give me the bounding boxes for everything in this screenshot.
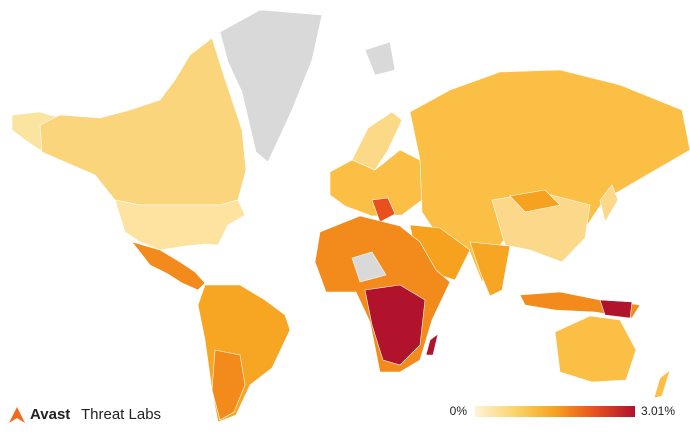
brand: Avast Threat Labs (9, 406, 161, 423)
svalbard (364, 41, 396, 76)
legend-scale (475, 406, 635, 417)
world-map (11, 9, 690, 423)
papua (599, 299, 633, 319)
central-africa (364, 284, 426, 366)
canada (39, 37, 247, 206)
brand-product: Threat Labs (81, 406, 161, 423)
madagascar (425, 333, 439, 356)
mongolia (509, 189, 561, 213)
legend-min-label: 0% (450, 404, 468, 418)
greenland (219, 9, 323, 163)
central-america (131, 241, 206, 291)
brand-icon (9, 407, 25, 423)
argentina (211, 349, 246, 421)
balkans (371, 197, 396, 223)
legend: 0% 3.01% (450, 404, 676, 418)
japan (599, 184, 619, 223)
sahel (351, 251, 387, 283)
brand-name: Avast (30, 406, 70, 423)
india (469, 241, 511, 297)
australia (554, 315, 637, 383)
legend-max-label: 3.01% (641, 404, 675, 418)
usa (114, 199, 246, 251)
south-america (197, 284, 291, 423)
new-zealand (653, 369, 671, 399)
